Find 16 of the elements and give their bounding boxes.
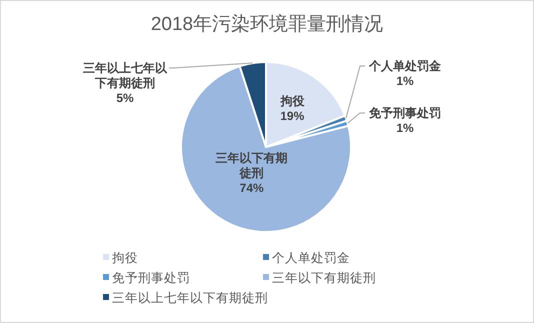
- data-label: 1%: [396, 121, 414, 135]
- chart-title: 2018年污染环境罪量刑情况: [150, 13, 384, 35]
- legend-label: 个人单处罚金: [272, 251, 350, 265]
- slice-label: 三年以下有期徒刑: [216, 151, 288, 180]
- slice-label: 三年以上七年以下有期徒刑: [83, 61, 168, 90]
- legend-label: 三年以上七年以下有期徒刑: [112, 291, 268, 305]
- legend-label: 三年以下有期徒刑: [272, 271, 376, 285]
- slice-label: 个人单处罚金: [368, 59, 442, 73]
- data-label: 19%: [280, 108, 305, 123]
- data-label: 1%: [396, 74, 414, 88]
- legend-label: 拘役: [112, 251, 138, 265]
- data-label: 74%: [240, 181, 264, 196]
- data-label: 5%: [116, 91, 134, 105]
- legend-label: 免予刑事处罚: [112, 271, 190, 285]
- slice-label: 拘役: [279, 94, 306, 108]
- slice-label: 免予刑事处罚: [368, 106, 441, 120]
